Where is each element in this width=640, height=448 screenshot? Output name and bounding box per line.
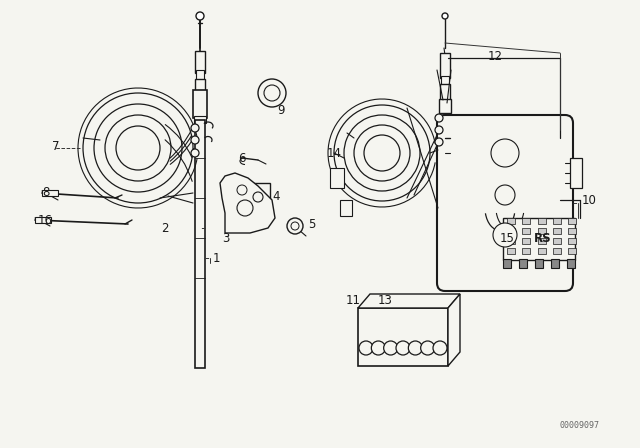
Bar <box>568 218 576 224</box>
Circle shape <box>493 223 517 247</box>
Bar <box>196 70 204 80</box>
Bar <box>242 183 270 203</box>
Bar <box>441 76 449 86</box>
Bar <box>439 99 451 113</box>
Circle shape <box>408 341 422 355</box>
Circle shape <box>264 85 280 101</box>
Circle shape <box>253 192 263 202</box>
Circle shape <box>191 124 199 132</box>
Text: 4: 4 <box>272 190 280 202</box>
Circle shape <box>371 341 385 355</box>
Bar <box>35 217 51 223</box>
Text: 8: 8 <box>42 185 49 198</box>
Text: 3: 3 <box>222 232 229 245</box>
Circle shape <box>191 149 199 157</box>
Bar <box>522 238 531 244</box>
Bar <box>42 190 58 196</box>
Circle shape <box>435 126 443 134</box>
Bar <box>507 218 515 224</box>
Bar <box>553 238 561 244</box>
Text: 1: 1 <box>213 251 221 264</box>
Circle shape <box>495 185 515 205</box>
Bar <box>522 218 531 224</box>
Circle shape <box>433 341 447 355</box>
Text: 16: 16 <box>38 214 53 227</box>
Bar <box>551 259 559 268</box>
Text: 9: 9 <box>277 103 285 116</box>
Bar <box>507 248 515 254</box>
Text: 15: 15 <box>500 232 515 245</box>
Bar <box>538 248 545 254</box>
Bar <box>553 218 561 224</box>
Text: 11: 11 <box>346 293 361 306</box>
Bar <box>358 308 448 366</box>
Text: 13: 13 <box>378 293 393 306</box>
Bar <box>503 259 511 268</box>
Bar <box>440 84 450 100</box>
Bar <box>194 116 206 123</box>
Bar <box>195 79 205 93</box>
Circle shape <box>287 218 303 234</box>
Circle shape <box>191 136 199 144</box>
Bar <box>503 218 575 260</box>
Circle shape <box>196 12 204 20</box>
Polygon shape <box>358 294 460 308</box>
Circle shape <box>420 341 435 355</box>
Bar <box>568 238 576 244</box>
Circle shape <box>435 138 443 146</box>
Bar <box>538 238 545 244</box>
Bar <box>440 53 450 78</box>
Circle shape <box>359 341 373 355</box>
Bar <box>193 90 207 118</box>
Bar <box>195 120 205 368</box>
Text: 12: 12 <box>488 49 503 63</box>
Bar <box>570 158 582 188</box>
Circle shape <box>491 139 519 167</box>
Text: 6: 6 <box>238 151 246 164</box>
Circle shape <box>258 79 286 107</box>
Text: 5: 5 <box>308 217 316 231</box>
Bar <box>519 259 527 268</box>
Bar <box>522 228 531 234</box>
Bar <box>522 248 531 254</box>
Bar <box>195 51 205 73</box>
Polygon shape <box>448 294 460 366</box>
Bar <box>244 193 254 201</box>
Bar <box>538 228 545 234</box>
Polygon shape <box>220 173 275 233</box>
Circle shape <box>237 185 247 195</box>
Bar <box>507 238 515 244</box>
Circle shape <box>291 222 299 230</box>
Bar <box>340 200 352 216</box>
Text: 14: 14 <box>327 146 342 159</box>
Bar <box>568 248 576 254</box>
Text: 10: 10 <box>582 194 597 207</box>
Circle shape <box>396 341 410 355</box>
Text: RS: RS <box>534 232 552 245</box>
Bar <box>535 259 543 268</box>
Bar <box>568 228 576 234</box>
Circle shape <box>237 200 253 216</box>
Circle shape <box>442 13 448 19</box>
Bar <box>553 228 561 234</box>
Text: 7: 7 <box>52 139 60 152</box>
Bar <box>553 248 561 254</box>
Bar <box>538 218 545 224</box>
Bar <box>507 228 515 234</box>
FancyBboxPatch shape <box>437 115 573 291</box>
Circle shape <box>435 114 443 122</box>
Bar <box>330 168 344 188</box>
Text: 00009097: 00009097 <box>560 421 600 430</box>
Bar <box>567 259 575 268</box>
Text: 2: 2 <box>161 221 168 234</box>
Circle shape <box>383 341 397 355</box>
